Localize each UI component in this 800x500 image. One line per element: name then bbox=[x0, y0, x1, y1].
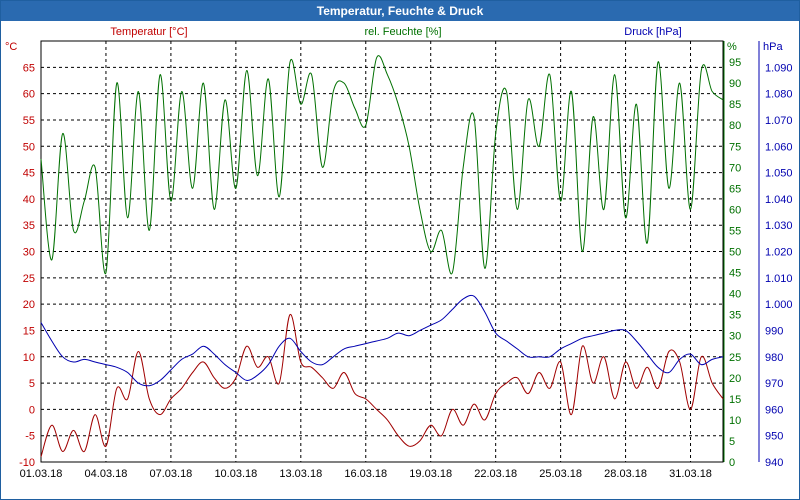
x-tick-label: 16.03.18 bbox=[344, 468, 387, 480]
pressure-tick-label: 990 bbox=[765, 325, 783, 337]
x-tick-label: 04.03.18 bbox=[85, 468, 128, 480]
temperature-tick-label: 35 bbox=[23, 220, 35, 232]
pressure-tick-label: 1.020 bbox=[765, 247, 793, 259]
series-layer bbox=[40, 55, 724, 457]
humidity-tick-label: 55 bbox=[729, 225, 741, 237]
series-label-pressure: Druck [hPa] bbox=[624, 26, 681, 38]
humidity-tick-label: 30 bbox=[729, 331, 741, 343]
pressure-tick-label: 1.010 bbox=[765, 273, 793, 285]
humidity-tick-label: 50 bbox=[729, 247, 741, 259]
pressure-tick-label: 1.080 bbox=[765, 89, 793, 101]
temperature-tick-label: 65 bbox=[23, 62, 35, 74]
pressure-tick-label: 1.000 bbox=[765, 299, 793, 311]
x-tick-label: 28.03.18 bbox=[604, 468, 647, 480]
series-line-humidity bbox=[40, 55, 724, 275]
plot-area bbox=[40, 40, 724, 463]
temperature-tick-label: 10 bbox=[23, 352, 35, 364]
humidity-tick-label: 20 bbox=[729, 373, 741, 385]
series-line-temperature bbox=[40, 314, 724, 457]
pressure-tick-label: 1.030 bbox=[765, 220, 793, 232]
temperature-tick-label: 50 bbox=[23, 141, 35, 153]
pressure-tick-label: 1.060 bbox=[765, 141, 793, 153]
pressure-tick-label: 960 bbox=[765, 404, 783, 416]
temperature-tick-label: 40 bbox=[23, 194, 35, 206]
x-tick-label: 13.03.18 bbox=[279, 468, 322, 480]
humidity-axis-unit: % bbox=[727, 41, 737, 53]
temperature-tick-label: 60 bbox=[23, 89, 35, 101]
humidity-tick-label: 75 bbox=[729, 141, 741, 153]
temperature-tick-label: 45 bbox=[23, 168, 35, 180]
x-tick-label: 31.03.18 bbox=[669, 468, 712, 480]
humidity-tick-label: 80 bbox=[729, 120, 741, 132]
x-tick-label: 10.03.18 bbox=[214, 468, 257, 480]
pressure-axis-unit: hPa bbox=[763, 41, 783, 53]
pressure-tick-label: 970 bbox=[765, 378, 783, 390]
humidity-tick-label: 10 bbox=[729, 415, 741, 427]
humidity-tick-label: 65 bbox=[729, 183, 741, 195]
temperature-tick-label: -5 bbox=[25, 431, 35, 443]
humidity-tick-label: 0 bbox=[729, 457, 735, 469]
humidity-tick-label: 45 bbox=[729, 268, 741, 280]
humidity-tick-label: 5 bbox=[729, 436, 735, 448]
humidity-tick-label: 70 bbox=[729, 162, 741, 174]
axes-layer: -10-505101520253035404550556065°C01.03.1… bbox=[5, 41, 793, 480]
humidity-tick-label: 35 bbox=[729, 310, 741, 322]
humidity-tick-label: 95 bbox=[729, 57, 741, 69]
humidity-tick-label: 60 bbox=[729, 204, 741, 216]
temperature-tick-label: 20 bbox=[23, 299, 35, 311]
x-tick-label: 19.03.18 bbox=[409, 468, 452, 480]
pressure-tick-label: 1.050 bbox=[765, 168, 793, 180]
series-label-layer: Temperatur [°C] rel. Feuchte [%] Druck [hP… bbox=[110, 26, 681, 38]
temperature-tick-label: 55 bbox=[23, 115, 35, 127]
pressure-tick-label: 1.040 bbox=[765, 194, 793, 206]
temperature-axis-unit: °C bbox=[5, 41, 17, 53]
temperature-tick-label: 5 bbox=[29, 378, 35, 390]
x-tick-label: 22.03.18 bbox=[474, 468, 517, 480]
series-label-humidity: rel. Feuchte [%] bbox=[364, 26, 441, 38]
temperature-tick-label: 15 bbox=[23, 325, 35, 337]
pressure-tick-label: 1.070 bbox=[765, 115, 793, 127]
temperature-tick-label: 30 bbox=[23, 247, 35, 259]
humidity-tick-label: 25 bbox=[729, 352, 741, 364]
humidity-tick-label: 85 bbox=[729, 99, 741, 111]
pressure-tick-label: 980 bbox=[765, 352, 783, 364]
humidity-tick-label: 40 bbox=[729, 289, 741, 301]
pressure-tick-label: 1.090 bbox=[765, 62, 793, 74]
pressure-tick-label: 940 bbox=[765, 457, 783, 469]
series-line-pressure bbox=[40, 294, 724, 387]
humidity-tick-label: 90 bbox=[729, 78, 741, 90]
x-tick-label: 07.03.18 bbox=[149, 468, 192, 480]
grid-layer bbox=[40, 40, 724, 463]
humidity-tick-label: 15 bbox=[729, 394, 741, 406]
temperature-tick-label: 25 bbox=[23, 273, 35, 285]
window-title: Temperatur, Feuchte & Druck bbox=[1, 1, 799, 21]
temperature-tick-label: -10 bbox=[19, 457, 35, 469]
x-tick-label: 01.03.18 bbox=[20, 468, 63, 480]
temperature-tick-label: 0 bbox=[29, 404, 35, 416]
pressure-tick-label: 950 bbox=[765, 431, 783, 443]
x-tick-label: 25.03.18 bbox=[539, 468, 582, 480]
series-label-temperature: Temperatur [°C] bbox=[110, 26, 187, 38]
